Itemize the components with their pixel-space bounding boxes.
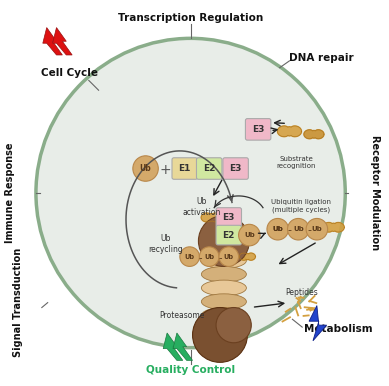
- Polygon shape: [43, 27, 62, 55]
- FancyBboxPatch shape: [196, 158, 222, 179]
- Text: E2: E2: [223, 230, 235, 240]
- Text: E3: E3: [252, 125, 265, 134]
- Text: Peptides: Peptides: [285, 288, 317, 297]
- Circle shape: [238, 224, 260, 246]
- Circle shape: [180, 247, 200, 266]
- Text: -: -: [287, 225, 291, 235]
- Ellipse shape: [202, 266, 246, 282]
- Circle shape: [219, 247, 238, 266]
- Ellipse shape: [202, 308, 246, 323]
- Text: Ub: Ub: [293, 226, 304, 232]
- Text: Ub: Ub: [140, 164, 151, 173]
- Ellipse shape: [202, 280, 246, 296]
- Text: Signal Transduction: Signal Transduction: [13, 248, 23, 357]
- FancyBboxPatch shape: [223, 158, 248, 179]
- Circle shape: [193, 308, 247, 362]
- Text: E3: E3: [223, 213, 235, 222]
- FancyBboxPatch shape: [172, 158, 198, 179]
- Polygon shape: [277, 126, 301, 137]
- Text: Transcription Regulation: Transcription Regulation: [118, 13, 263, 23]
- Text: Ub: Ub: [224, 254, 234, 260]
- Ellipse shape: [202, 321, 246, 337]
- Text: Ub: Ub: [244, 232, 255, 238]
- Text: Metabolism: Metabolism: [304, 324, 373, 334]
- Text: Ub: Ub: [272, 226, 283, 232]
- Text: -: -: [307, 225, 311, 235]
- Text: E1: E1: [179, 164, 191, 173]
- Circle shape: [133, 156, 158, 181]
- Circle shape: [198, 215, 249, 266]
- Polygon shape: [173, 333, 193, 361]
- Text: Ubiquitin ligation
(multiple cycles): Ubiquitin ligation (multiple cycles): [271, 198, 331, 213]
- Polygon shape: [304, 130, 324, 139]
- Text: -: -: [218, 252, 222, 262]
- FancyBboxPatch shape: [216, 225, 242, 245]
- Polygon shape: [323, 222, 344, 232]
- Circle shape: [267, 218, 289, 240]
- Polygon shape: [201, 213, 221, 222]
- Circle shape: [36, 38, 345, 348]
- Ellipse shape: [202, 294, 246, 310]
- Circle shape: [216, 308, 251, 343]
- Circle shape: [287, 218, 309, 240]
- Text: Ub
recycling: Ub recycling: [148, 234, 182, 254]
- Text: Ub: Ub: [204, 254, 214, 260]
- Text: Ub: Ub: [272, 226, 283, 232]
- Text: Proteasome: Proteasome: [159, 311, 205, 320]
- Text: -: -: [199, 252, 202, 262]
- Text: Receptor Modulation: Receptor Modulation: [370, 135, 380, 251]
- Polygon shape: [53, 27, 72, 55]
- Text: Ub
activation: Ub activation: [182, 196, 221, 217]
- Text: Immune Response: Immune Response: [5, 143, 16, 243]
- Text: Cell Cycle: Cell Cycle: [41, 68, 98, 78]
- Polygon shape: [163, 333, 183, 361]
- Polygon shape: [239, 253, 256, 260]
- FancyBboxPatch shape: [245, 119, 271, 140]
- Text: Quality Control: Quality Control: [146, 365, 235, 375]
- Text: Substrate
recognition: Substrate recognition: [277, 156, 316, 169]
- Text: Ub: Ub: [312, 226, 322, 232]
- Text: E3: E3: [230, 164, 242, 173]
- Text: E2: E2: [203, 164, 216, 173]
- Text: +: +: [159, 163, 171, 176]
- Circle shape: [200, 247, 219, 266]
- Ellipse shape: [202, 253, 246, 268]
- FancyBboxPatch shape: [216, 208, 242, 227]
- Circle shape: [306, 218, 328, 240]
- Polygon shape: [309, 306, 327, 341]
- Text: DNA repair: DNA repair: [289, 53, 354, 63]
- Text: Ub: Ub: [185, 254, 194, 260]
